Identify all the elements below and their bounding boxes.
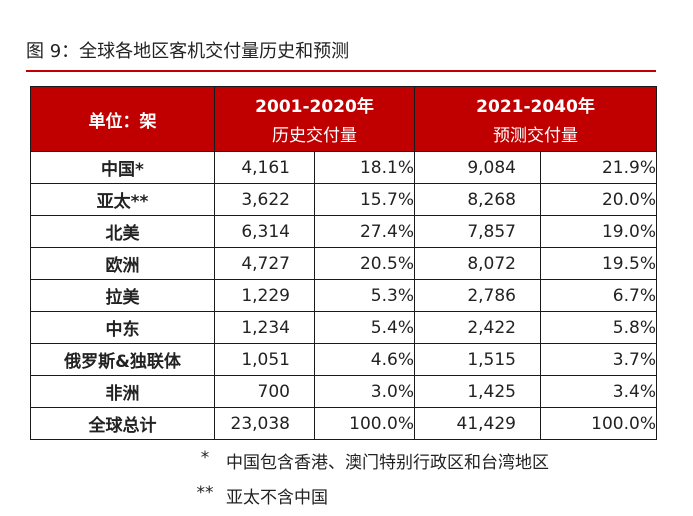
history-share-cell: 4.6% xyxy=(314,343,415,376)
footnote-text: 亚太不含中国 xyxy=(226,488,328,508)
forecast-share-cell: 3.7% xyxy=(540,343,657,376)
history-count-cell: 3,622 xyxy=(214,183,315,216)
history-count-cell: 23,038 xyxy=(214,407,315,440)
region-cell: 北美 xyxy=(30,215,215,248)
history-share-cell: 18.1% xyxy=(314,151,415,184)
footnote-mark: ** xyxy=(196,483,214,503)
forecast-count-cell: 2,422 xyxy=(414,311,541,344)
history-share-cell: 5.4% xyxy=(314,311,415,344)
forecast-share-cell: 100.0% xyxy=(540,407,657,440)
region-cell: 中国* xyxy=(30,151,215,184)
region-cell: 非洲 xyxy=(30,375,215,408)
history-share-cell: 5.3% xyxy=(314,279,415,312)
table-header-row: 单位：架 2001-2020年 历史交付量 2021-2040年 预测交付量 xyxy=(30,86,657,152)
history-share-cell: 27.4% xyxy=(314,215,415,248)
table-row: 拉美 1,229 5.3% 2,786 6.7% xyxy=(30,279,657,312)
forecast-count-cell: 1,515 xyxy=(414,343,541,376)
forecast-share-cell: 3.4% xyxy=(540,375,657,408)
figure-title: 图 9：全球各地区客机交付量历史和预测 xyxy=(26,41,350,62)
history-count-cell: 6,314 xyxy=(214,215,315,248)
footnote-item: * 中国包含香港、澳门特别行政区和台湾地区 xyxy=(0,446,693,481)
table-total-row: 全球总计 23,038 100.0% 41,429 100.0% xyxy=(30,407,657,440)
footnote-item: ** 亚太不含中国 xyxy=(0,481,693,516)
unit-header: 单位：架 xyxy=(30,86,215,152)
table-row: 亚太** 3,622 15.7% 8,268 20.0% xyxy=(30,183,657,216)
history-count-cell: 4,161 xyxy=(214,151,315,184)
forecast-count-cell: 7,857 xyxy=(414,215,541,248)
history-count-cell: 4,727 xyxy=(214,247,315,280)
footnote-text: 中国包含香港、澳门特别行政区和台湾地区 xyxy=(226,453,549,473)
history-share-cell: 3.0% xyxy=(314,375,415,408)
region-cell: 拉美 xyxy=(30,279,215,312)
region-cell: 中东 xyxy=(30,311,215,344)
forecast-count-cell: 9,084 xyxy=(414,151,541,184)
history-share-cell: 15.7% xyxy=(314,183,415,216)
forecast-share-cell: 6.7% xyxy=(540,279,657,312)
forecast-share-cell: 5.8% xyxy=(540,311,657,344)
footnotes: * 中国包含香港、澳门特别行政区和台湾地区 ** 亚太不含中国 xyxy=(0,446,693,516)
table-row: 中东 1,234 5.4% 2,422 5.8% xyxy=(30,311,657,344)
table-row: 俄罗斯&独联体 1,051 4.6% 1,515 3.7% xyxy=(30,343,657,376)
forecast-count-cell: 41,429 xyxy=(414,407,541,440)
region-cell: 俄罗斯&独联体 xyxy=(30,343,215,376)
history-count-cell: 1,229 xyxy=(214,279,315,312)
history-count-cell: 1,051 xyxy=(214,343,315,376)
region-cell: 欧洲 xyxy=(30,247,215,280)
table-row: 非洲 700 3.0% 1,425 3.4% xyxy=(30,375,657,408)
forecast-share-cell: 19.5% xyxy=(540,247,657,280)
delivery-table: 单位：架 2001-2020年 历史交付量 2021-2040年 预测交付量 中… xyxy=(30,86,657,440)
footnote-mark: * xyxy=(200,448,210,468)
forecast-group-header: 2021-2040年 预测交付量 xyxy=(414,86,657,152)
history-group-header: 2001-2020年 历史交付量 xyxy=(214,86,415,152)
forecast-count-cell: 8,268 xyxy=(414,183,541,216)
table-row: 中国* 4,161 18.1% 9,084 21.9% xyxy=(30,151,657,184)
history-share-cell: 20.5% xyxy=(314,247,415,280)
forecast-count-cell: 8,072 xyxy=(414,247,541,280)
forecast-share-cell: 19.0% xyxy=(540,215,657,248)
history-count-cell: 1,234 xyxy=(214,311,315,344)
forecast-count-cell: 1,425 xyxy=(414,375,541,408)
table-row: 北美 6,314 27.4% 7,857 19.0% xyxy=(30,215,657,248)
forecast-count-cell: 2,786 xyxy=(414,279,541,312)
forecast-share-cell: 21.9% xyxy=(540,151,657,184)
region-cell: 全球总计 xyxy=(30,407,215,440)
region-cell: 亚太** xyxy=(30,183,215,216)
history-count-cell: 700 xyxy=(214,375,315,408)
table-row: 欧洲 4,727 20.5% 8,072 19.5% xyxy=(30,247,657,280)
forecast-share-cell: 20.0% xyxy=(540,183,657,216)
history-share-cell: 100.0% xyxy=(314,407,415,440)
title-divider xyxy=(26,70,656,72)
